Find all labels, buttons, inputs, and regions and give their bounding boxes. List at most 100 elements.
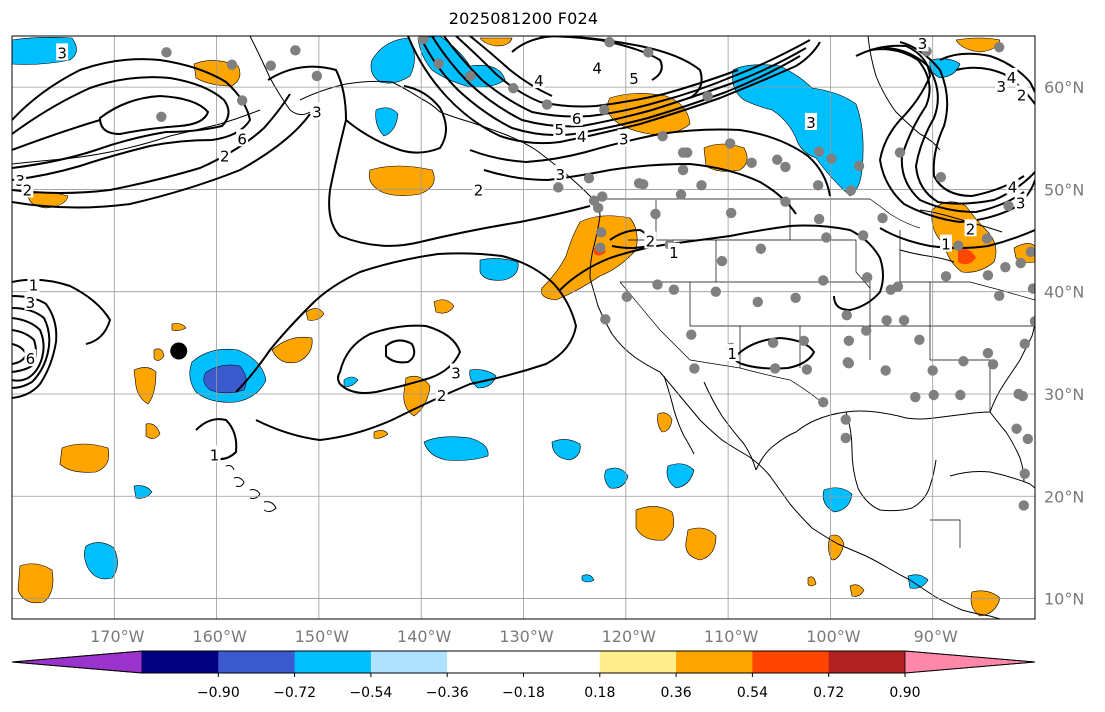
longitude-tick-label: 90°W	[914, 627, 958, 646]
colorbar-tick-label: 0.90	[889, 685, 920, 701]
station-dot	[634, 178, 644, 188]
station-dot	[818, 397, 828, 407]
pos-anomaly-area	[18, 564, 53, 603]
contour-label-bg	[611, 0, 623, 13]
station-dot	[596, 227, 606, 237]
contour-label: 6	[572, 110, 582, 128]
longitude-tick-label: 160°W	[192, 627, 247, 646]
contour-label: 2	[23, 181, 33, 199]
contour-label: 5	[629, 70, 639, 88]
station-dot	[746, 158, 756, 168]
pos-anomaly-area	[60, 444, 109, 472]
station-dot	[418, 34, 428, 44]
station-dot	[1003, 201, 1013, 211]
colorbar-tick-label: −0.54	[349, 685, 392, 701]
station-dot	[622, 292, 632, 302]
contour-label: 4	[534, 72, 544, 90]
station-dot	[237, 95, 247, 105]
longitude-tick-label: 120°W	[602, 627, 657, 646]
colorbar-segment	[371, 651, 448, 673]
longitude-tick-label: 140°W	[397, 627, 452, 646]
contour-label: 1	[210, 446, 220, 464]
station-dot	[657, 131, 667, 141]
colorbar: −0.90 −0.72 −0.54 −0.36 −0.18 0.18 0.36 0.54 0.7…	[12, 651, 1035, 701]
latitude-tick-label: 20°N	[1044, 487, 1084, 506]
station-dot	[1015, 258, 1025, 268]
contour-label: 3	[1016, 195, 1026, 213]
station-dot	[818, 275, 828, 285]
colorbar-over-extend	[905, 651, 1035, 673]
station-dot	[802, 364, 812, 374]
station-dot	[914, 335, 924, 345]
station-dot	[843, 357, 853, 367]
longitude-tick-label: 110°W	[704, 627, 759, 646]
station-dot	[826, 154, 836, 164]
latitude-tick-label: 40°N	[1044, 283, 1084, 302]
station-dot	[604, 37, 614, 47]
station-dot	[936, 172, 946, 182]
station-dot	[1020, 339, 1030, 349]
station-dot	[652, 279, 662, 289]
station-dot	[941, 271, 951, 281]
station-dot	[689, 363, 699, 373]
colorbar-segment	[447, 651, 524, 673]
station-dot	[1020, 469, 1030, 479]
colorbar-segment	[295, 651, 372, 673]
contour-label: 2	[1017, 86, 1027, 104]
station-dot	[841, 433, 851, 443]
station-dot	[312, 71, 322, 81]
station-dot	[846, 185, 856, 195]
contour-label: 3	[26, 294, 36, 312]
station-dot	[994, 42, 1004, 52]
station-dot	[686, 329, 696, 339]
station-dot	[886, 284, 896, 294]
station-dot	[542, 99, 552, 109]
station-dot	[772, 155, 782, 165]
station-dot	[813, 180, 823, 190]
contour-label: 3	[619, 130, 629, 148]
station-dot	[156, 112, 166, 122]
colorbar-segment	[524, 651, 601, 673]
latitude-tick-label: 10°N	[1044, 590, 1084, 609]
contour-label: 4	[1008, 178, 1018, 196]
station-dot	[770, 363, 780, 373]
contour-label: 3	[996, 78, 1006, 96]
station-dot	[584, 173, 594, 183]
contour-label: 1	[941, 236, 951, 254]
station-dot	[726, 208, 736, 218]
station-dot	[814, 214, 824, 224]
station-dot	[958, 356, 968, 366]
contour-label: 3	[57, 44, 67, 62]
colorbar-tick-label: −0.72	[273, 685, 316, 701]
contour-label: 3	[312, 104, 322, 122]
station-dot	[780, 162, 790, 172]
station-dot	[161, 47, 171, 57]
contour-label: 6	[237, 130, 247, 148]
station-dot	[508, 83, 518, 93]
storm-center-dot	[170, 343, 187, 360]
colorbar-segment	[218, 651, 295, 673]
station-dot	[702, 91, 712, 101]
station-dot	[643, 47, 653, 57]
longitude-tick-label: 170°W	[90, 627, 145, 646]
contour-label: 1	[669, 244, 679, 262]
pos-anomaly-area	[636, 506, 674, 540]
station-dot	[227, 59, 237, 69]
station-dot	[895, 147, 905, 157]
colorbar-segment	[829, 651, 906, 673]
station-dot	[790, 293, 800, 303]
station-dot	[595, 243, 605, 253]
station-dot	[1011, 424, 1021, 434]
latitude-tick-label: 50°N	[1044, 180, 1084, 199]
station-dot	[844, 336, 854, 346]
station-dot	[1000, 262, 1010, 272]
colorbar-tick-label: 0.36	[661, 685, 692, 701]
colorbar-tick-label: −0.18	[502, 685, 545, 701]
station-dot	[877, 213, 887, 223]
station-dot	[756, 244, 766, 254]
station-dot	[725, 138, 735, 148]
station-dot	[994, 291, 1004, 301]
station-dot	[899, 315, 909, 325]
contour-label: 3	[806, 114, 816, 132]
